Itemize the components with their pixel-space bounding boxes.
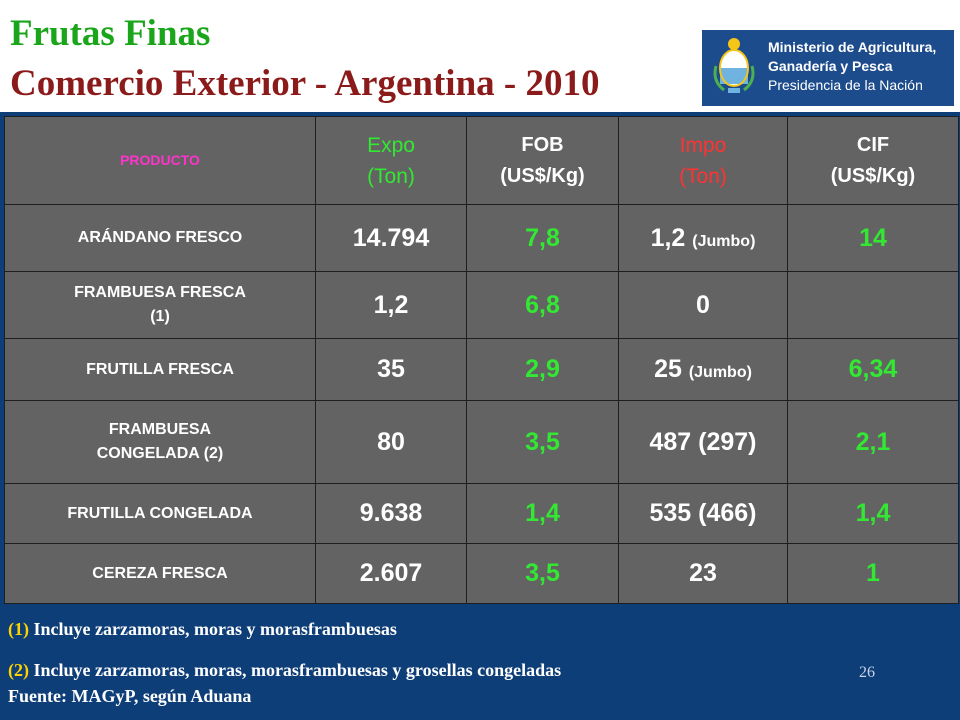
source-note: Fuente: MAGyP, según Aduana: [8, 686, 252, 706]
impo-value: 23: [618, 543, 788, 604]
cif-value: 1: [787, 543, 959, 604]
expo-value: 35: [315, 338, 467, 401]
expo-value: 80: [315, 400, 467, 484]
impo-value: 1,2 (Jumbo): [618, 204, 788, 272]
ministry-name: Ministerio de Agricultura, Ganadería y P…: [768, 38, 936, 95]
header-cif: CIF (US$/Kg): [787, 116, 959, 205]
page-number: 26: [859, 664, 875, 681]
table-row: FRUTILLA FRESCA 35 2,9 25 (Jumbo) 6,34: [4, 338, 959, 401]
fob-value: 1,4: [466, 483, 619, 544]
product-name: ARÁNDANO FRESCO: [4, 204, 316, 272]
footnote-1: (1) Incluye zarzamoras, moras y morasfra…: [8, 619, 397, 639]
cif-value: 14: [787, 204, 959, 272]
table-header-row: PRODUCTO Expo (Ton) FOB (US$/Kg) Impo (T…: [4, 116, 959, 205]
slide-subtitle: Comercio Exterior - Argentina - 2010: [10, 63, 600, 104]
header-fob: FOB (US$/Kg): [466, 116, 619, 205]
table-row: FRUTILLA CONGELADA 9.638 1,4 535 (466) 1…: [4, 483, 959, 544]
fob-value: 7,8: [466, 204, 619, 272]
expo-value: 9.638: [315, 483, 467, 544]
product-name: FRAMBUESA FRESCA (1): [4, 271, 316, 339]
fob-value: 3,5: [466, 543, 619, 604]
table-row: FRAMBUESA CONGELADA (2) 80 3,5 487 (297)…: [4, 400, 959, 484]
cif-value: 6,34: [787, 338, 959, 401]
slide-title: Frutas Finas: [10, 13, 211, 54]
product-name: CEREZA FRESCA: [4, 543, 316, 604]
expo-value: 1,2: [315, 271, 467, 339]
impo-value: 535 (466): [618, 483, 788, 544]
footnote-2: (2) Incluye zarzamoras, moras, morasfram…: [8, 660, 562, 680]
ministry-logo: Ministerio de Agricultura, Ganadería y P…: [702, 30, 954, 106]
product-name: FRAMBUESA CONGELADA (2): [4, 400, 316, 484]
coat-of-arms-icon: [713, 38, 755, 93]
expo-value: 2.607: [315, 543, 467, 604]
ministry-line-3: Presidencia de la Nación: [768, 77, 923, 93]
fob-value: 2,9: [466, 338, 619, 401]
table-row: FRAMBUESA FRESCA (1) 1,2 6,8 0: [4, 271, 959, 339]
impo-value: 25 (Jumbo): [618, 338, 788, 401]
ministry-line-1: Ministerio de Agricultura,: [768, 39, 937, 55]
trade-table: PRODUCTO Expo (Ton) FOB (US$/Kg) Impo (T…: [4, 116, 959, 604]
ministry-line-2: Ganadería y Pesca: [768, 58, 893, 74]
impo-value: 487 (297): [618, 400, 788, 484]
product-name: FRUTILLA FRESCA: [4, 338, 316, 401]
table-row: ARÁNDANO FRESCO 14.794 7,8 1,2 (Jumbo) 1…: [4, 204, 959, 272]
product-name: FRUTILLA CONGELADA: [4, 483, 316, 544]
impo-value: 0: [618, 271, 788, 339]
header-producto: PRODUCTO: [4, 116, 316, 205]
table-row: CEREZA FRESCA 2.607 3,5 23 1: [4, 543, 959, 604]
header-impo: Impo (Ton): [618, 116, 788, 205]
cif-value: 1,4: [787, 483, 959, 544]
fob-value: 3,5: [466, 400, 619, 484]
header-expo: Expo (Ton): [315, 116, 467, 205]
cif-value: [787, 271, 959, 339]
cif-value: 2,1: [787, 400, 959, 484]
fob-value: 6,8: [466, 271, 619, 339]
expo-value: 14.794: [315, 204, 467, 272]
